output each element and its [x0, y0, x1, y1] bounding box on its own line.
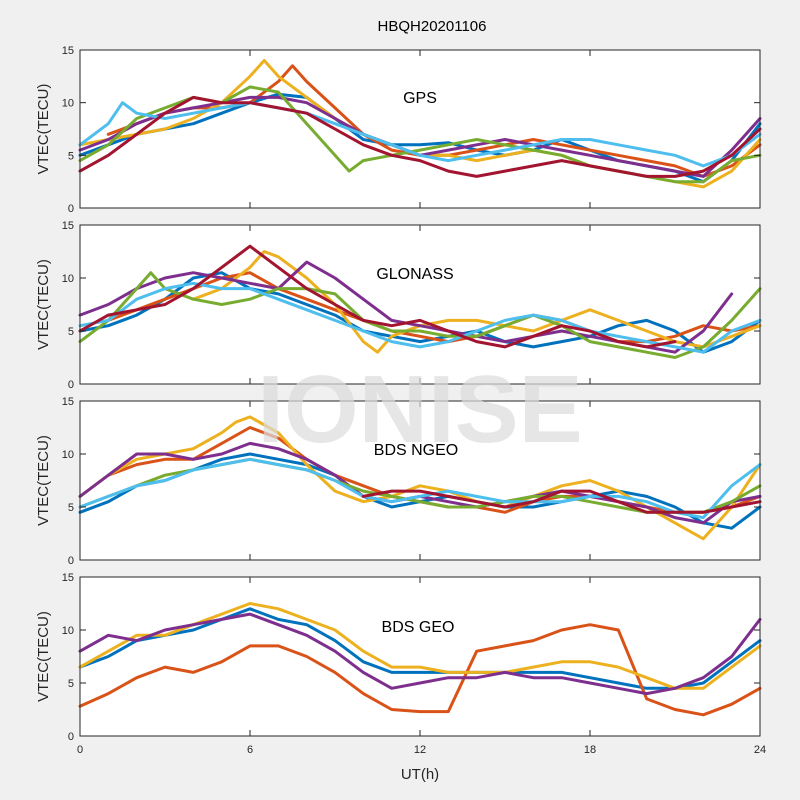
y-tick-label: 5 [68, 678, 74, 690]
x-tick-label: 6 [247, 744, 253, 756]
series-line-7 [361, 489, 762, 514]
x-tick-label: 18 [584, 744, 596, 756]
series-line-6 [78, 101, 762, 168]
watermark: IONISE [257, 356, 582, 463]
series-line-3 [191, 250, 762, 354]
series-line-6 [78, 457, 762, 520]
y-tick-label: 15 [62, 572, 74, 584]
y-tick-label: 0 [68, 203, 74, 215]
y-tick-label: 0 [68, 555, 74, 567]
series-line-2 [106, 271, 762, 344]
x-tick-label: 0 [77, 744, 83, 756]
y-tick-label: 5 [68, 150, 74, 162]
plot-area [80, 50, 760, 208]
series-line-1 [78, 271, 762, 354]
x-axis-label: UT(h) [401, 766, 439, 783]
series-line-6 [78, 281, 762, 354]
chart-title: HBQH20201106 [378, 18, 487, 35]
y-tick-label: 10 [62, 625, 74, 637]
panel-4: 0 5 10 15 0 6 12 18 24 BDS GEO VTEC(TECU) [35, 572, 766, 756]
panel-annotation: GLONASS [376, 266, 453, 283]
series-line-4 [78, 612, 762, 696]
x-tick-label: 12 [414, 744, 426, 756]
panel-3: 0 5 10 15 BDS NGEO VTEC(TECU) [35, 396, 762, 567]
y-tick-label: 15 [62, 396, 74, 408]
panel-annotation: GPS [403, 90, 437, 107]
series-line-5 [78, 271, 762, 359]
plot-area [80, 577, 760, 736]
y-tick-label: 5 [68, 502, 74, 514]
y-tick-label: 0 [68, 379, 74, 391]
y-tick-label: 0 [68, 731, 74, 743]
y-tick-label: 5 [68, 326, 74, 338]
y-axis-label: VTEC(TECU) [35, 435, 52, 526]
series-line-2 [78, 623, 762, 717]
plot-area [80, 225, 760, 384]
panel-annotation: BDS GEO [382, 619, 455, 636]
y-tick-label: 10 [62, 98, 74, 110]
y-tick-label: 10 [62, 449, 74, 461]
panel-1: 0 5 10 15 GPS VTEC(TECU) [35, 45, 762, 215]
y-axis-label: VTEC(TECU) [35, 611, 52, 702]
series-line-1 [78, 607, 762, 690]
panel-annotation: BDS NGEO [374, 442, 458, 459]
x-tick-label: 24 [754, 744, 766, 756]
plot-area [80, 401, 760, 560]
series-line-7 [78, 244, 677, 349]
y-axis-label: VTEC(TECU) [35, 84, 52, 175]
y-tick-label: 15 [62, 45, 74, 57]
panels: 0 5 10 15 GPS VTEC(TECU) 0 5 10 15 GLONASS VTEC(TEC… [35, 45, 766, 756]
y-axis-label: VTEC(TECU) [35, 259, 52, 350]
panel-2: 0 5 10 15 GLONASS VTEC(TECU) [35, 220, 762, 391]
y-tick-label: 10 [62, 273, 74, 285]
y-tick-label: 15 [62, 220, 74, 232]
series-line-7 [78, 95, 762, 178]
